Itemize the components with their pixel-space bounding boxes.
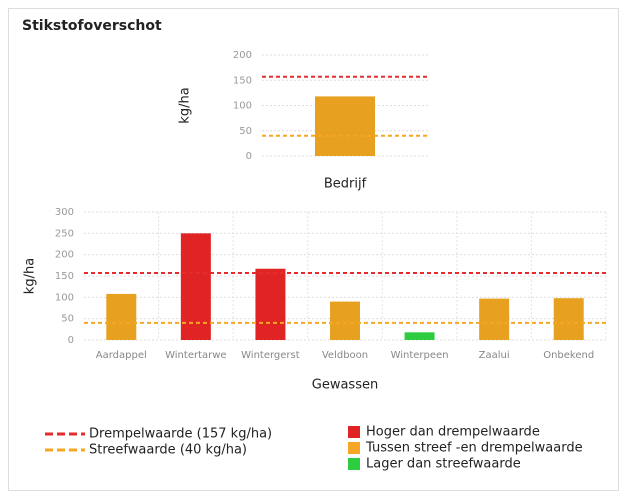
- y-tick-label: 50: [61, 314, 74, 325]
- x-tick-label: Wintertarwe: [165, 350, 226, 361]
- legend-swatch: [348, 442, 360, 454]
- bar: [180, 233, 211, 340]
- y-tick-label: 200: [233, 50, 252, 61]
- y-tick-label: 200: [55, 250, 74, 261]
- y-tick-label: 300: [55, 207, 74, 218]
- y-axis-label: kg/ha: [178, 87, 193, 123]
- legend-label: Drempelwaarde (157 kg/ha): [89, 427, 272, 442]
- y-tick-label: 0: [246, 151, 252, 162]
- y-tick-label: 100: [55, 292, 74, 303]
- y-tick-label: 150: [55, 271, 74, 282]
- x-tick-label: Aardappel: [96, 350, 147, 361]
- bar: [404, 332, 435, 340]
- y-tick-label: 0: [68, 335, 74, 346]
- bar: [330, 301, 360, 340]
- bar: [106, 293, 137, 340]
- x-tick-label: Wintergerst: [241, 350, 300, 361]
- y-tick-label: 100: [233, 101, 252, 112]
- x-tick-label: Onbekend: [543, 350, 594, 361]
- legend-label: Streefwaarde (40 kg/ha): [89, 443, 247, 458]
- x-tick-label: Winterpeen: [391, 350, 449, 361]
- y-tick-label: 50: [239, 126, 252, 137]
- bar: [479, 298, 510, 340]
- legend-swatch: [348, 458, 360, 470]
- panel-border: [8, 8, 619, 491]
- x-tick-label: Veldboon: [322, 350, 368, 361]
- x-tick-label: Zaalui: [479, 350, 510, 361]
- panel-title: Stikstofoverschot: [22, 18, 162, 34]
- legend-label: Lager dan streefwaarde: [366, 457, 521, 472]
- y-tick-label: 150: [233, 75, 252, 86]
- y-axis-label: kg/ha: [23, 258, 38, 294]
- legend-label: Hoger dan drempelwaarde: [366, 425, 540, 440]
- bar: [315, 96, 375, 156]
- x-axis-label: Gewassen: [312, 378, 378, 393]
- category-label: Bedrijf: [324, 177, 367, 192]
- legend-swatch: [348, 426, 360, 438]
- y-tick-label: 250: [55, 228, 74, 239]
- bar: [553, 298, 584, 340]
- bar: [255, 268, 286, 340]
- legend-label: Tussen streef -en drempelwaarde: [365, 441, 583, 456]
